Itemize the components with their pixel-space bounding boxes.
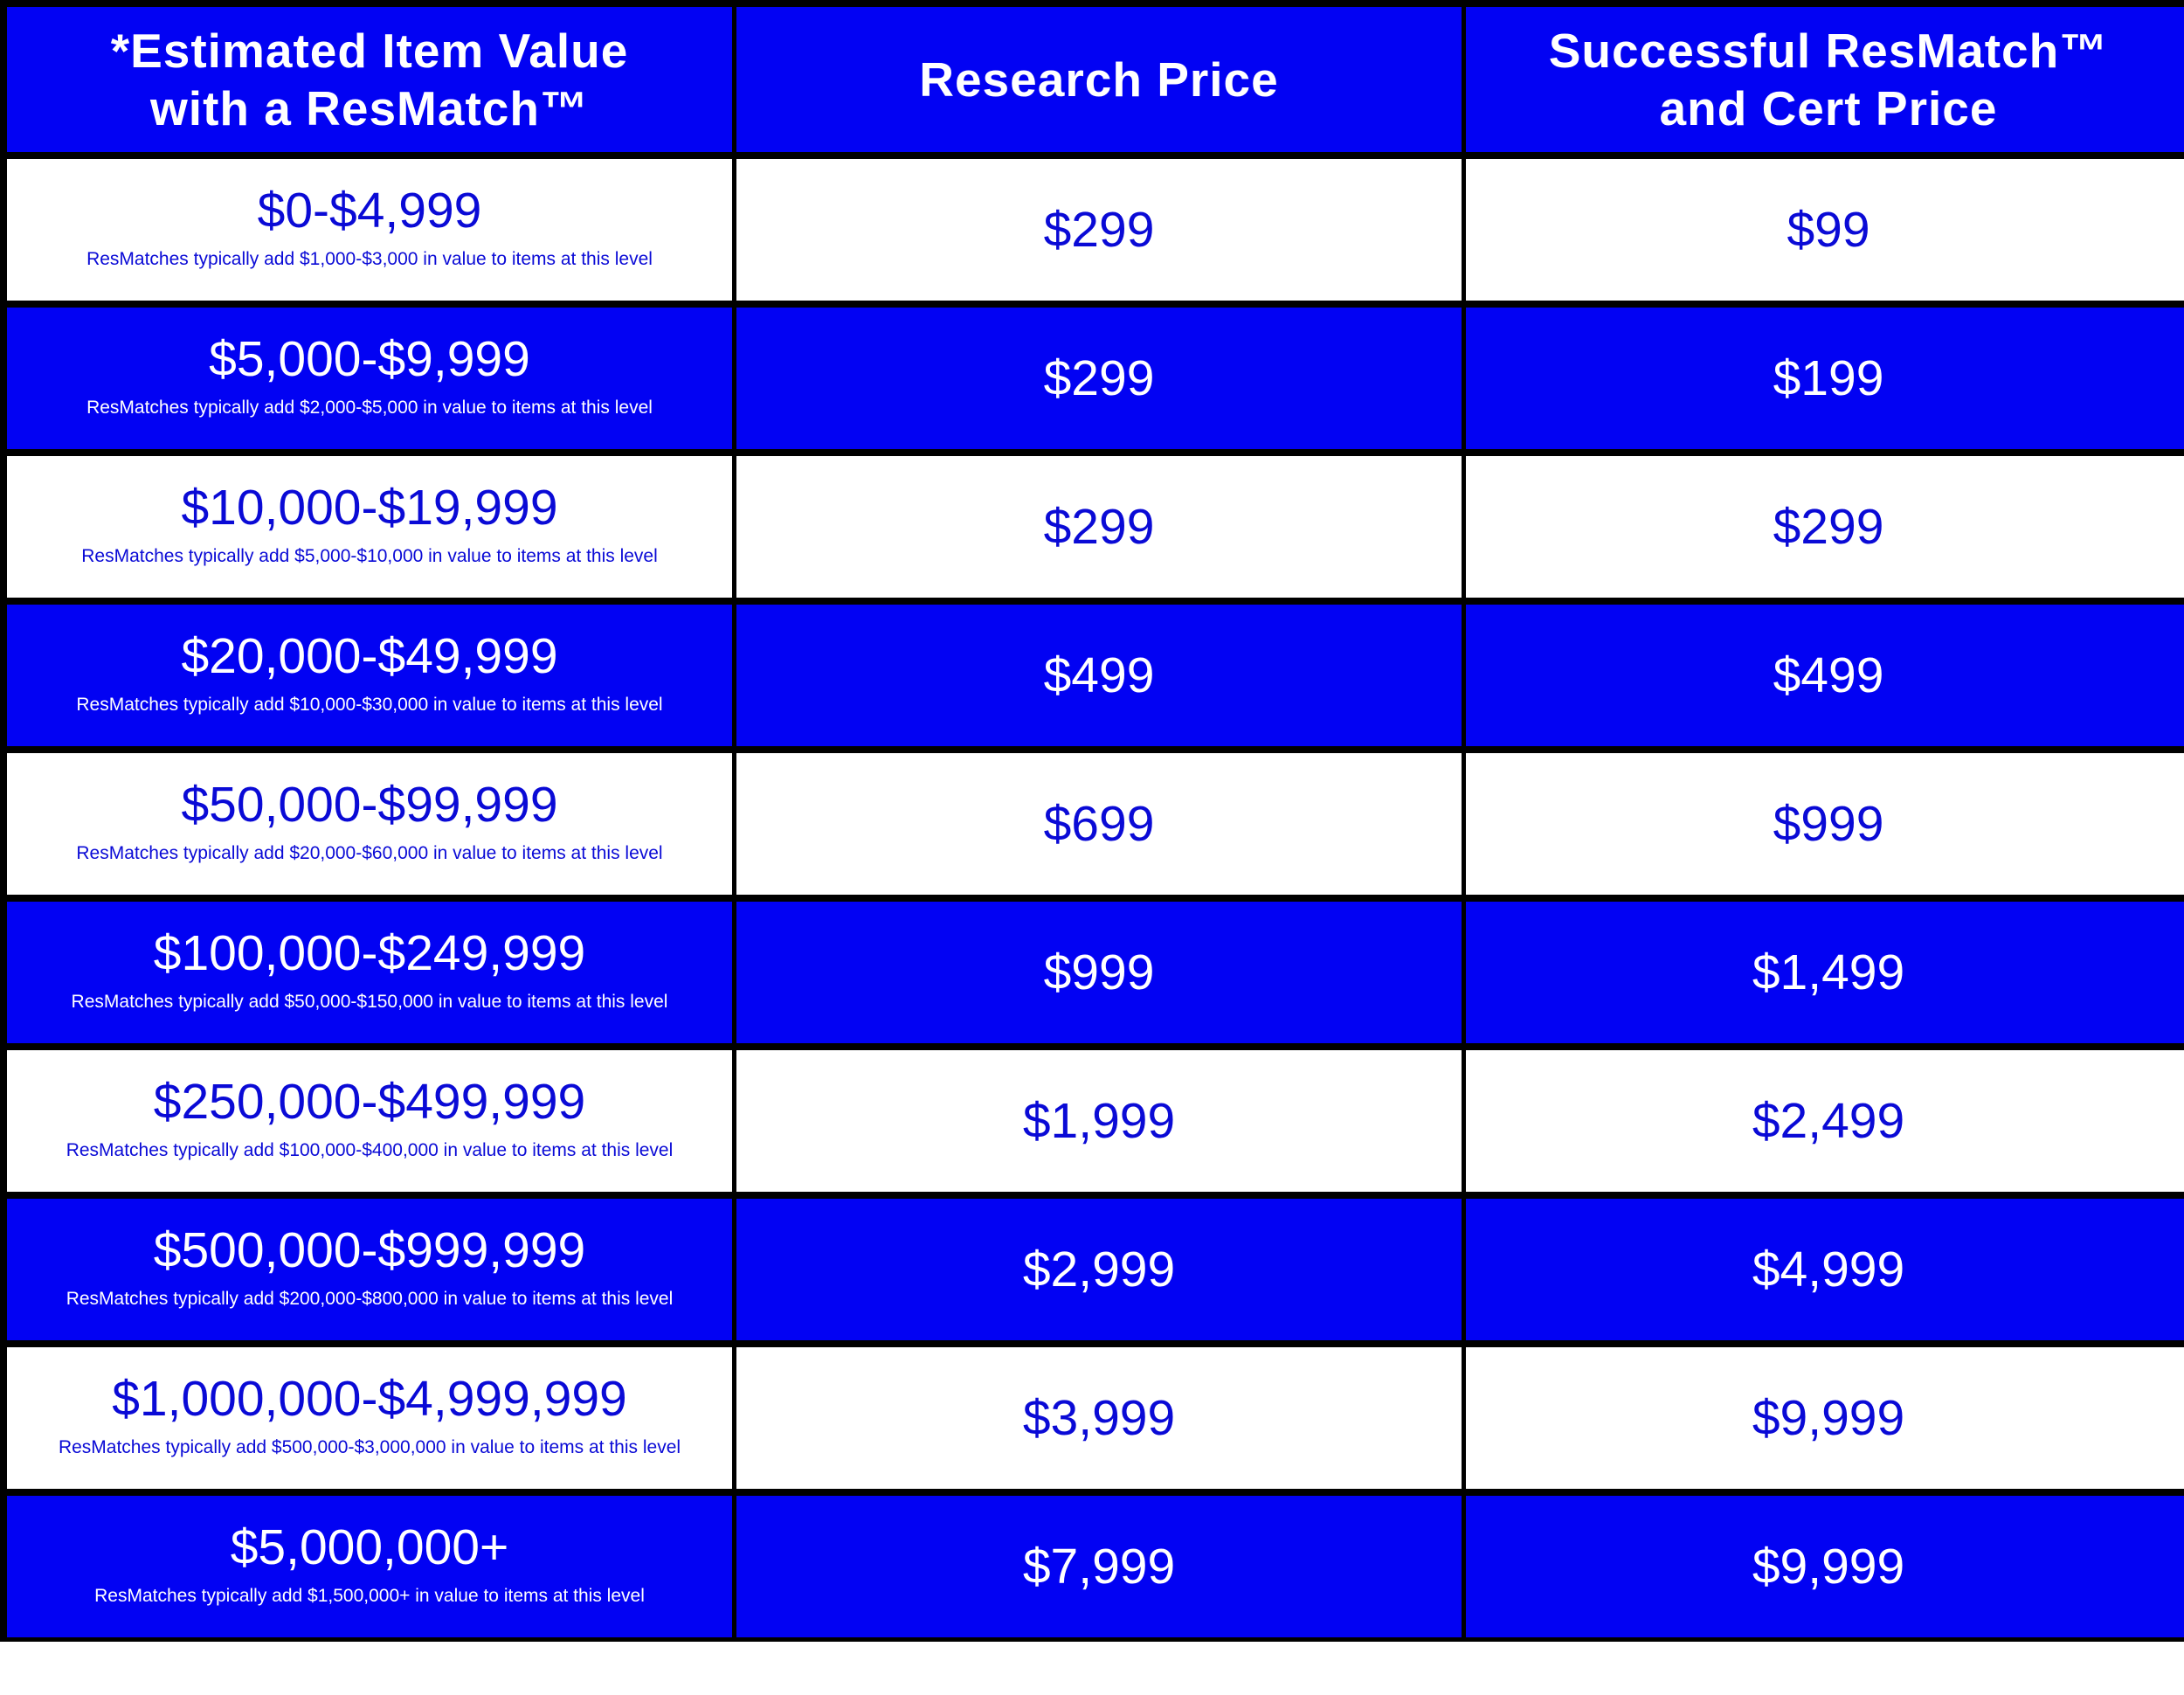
table-row-5-value-cell: $100,000-$249,999 ResMatches typically a… [7,902,732,1043]
value-note: ResMatches typically add $2,000-$5,000 i… [86,398,653,418]
table-row-6-value-cell: $250,000-$499,999 ResMatches typically a… [7,1050,732,1192]
research-price: $499 [1043,647,1155,703]
value-note: ResMatches typically add $100,000-$400,0… [66,1140,674,1160]
cert-price: $299 [1773,499,1884,555]
value-range: $0-$4,999 [257,183,482,239]
pricing-table: *Estimated Item Value with a ResMatch™ R… [0,0,2184,1642]
research-price: $699 [1043,796,1155,852]
value-range: $10,000-$19,999 [181,480,558,536]
cert-price: $9,999 [1752,1390,1905,1446]
table-row-7-cert-cell: $4,999 [1466,1199,2184,1340]
value-note: ResMatches typically add $200,000-$800,0… [66,1289,674,1309]
table-row-7-research-cell: $2,999 [736,1199,1462,1340]
value-note: ResMatches typically add $1,500,000+ in … [94,1586,645,1606]
value-note: ResMatches typically add $500,000-$3,000… [58,1437,681,1457]
table-row-1-cert-cell: $199 [1466,308,2184,449]
research-price: $299 [1043,350,1155,406]
value-note: ResMatches typically add $10,000-$30,000… [76,695,663,715]
table-row-5-cert-cell: $1,499 [1466,902,2184,1043]
research-price: $7,999 [1022,1539,1176,1595]
cert-price: $2,499 [1752,1093,1905,1149]
table-row-6-cert-cell: $2,499 [1466,1050,2184,1192]
value-range: $5,000-$9,999 [209,331,530,387]
table-row-4-cert-cell: $999 [1466,753,2184,895]
cert-price: $9,999 [1752,1539,1905,1595]
header-cert-price-label: Successful ResMatch™ and Cert Price [1548,24,2109,135]
research-price: $299 [1043,499,1155,555]
table-row-0-value-cell: $0-$4,999 ResMatches typically add $1,00… [7,159,732,301]
research-price: $299 [1043,202,1155,258]
table-row-2-value-cell: $10,000-$19,999 ResMatches typically add… [7,456,732,598]
value-range: $50,000-$99,999 [181,777,558,833]
table-row-9-research-cell: $7,999 [736,1496,1462,1637]
cert-price: $199 [1773,350,1884,406]
table-row-5-research-cell: $999 [736,902,1462,1043]
research-price: $2,999 [1022,1242,1176,1297]
value-range: $5,000,000+ [230,1519,509,1575]
table-row-8-cert-cell: $9,999 [1466,1347,2184,1489]
value-range: $20,000-$49,999 [181,628,558,684]
header-cert-price: Successful ResMatch™ and Cert Price [1466,7,2184,152]
table-row-2-cert-cell: $299 [1466,456,2184,598]
table-row-8-value-cell: $1,000,000-$4,999,999 ResMatches typical… [7,1347,732,1489]
table-row-0-research-cell: $299 [736,159,1462,301]
table-row-9-value-cell: $5,000,000+ ResMatches typically add $1,… [7,1496,732,1637]
research-price: $3,999 [1022,1390,1176,1446]
value-range: $250,000-$499,999 [153,1074,586,1130]
header-estimated-item-value: *Estimated Item Value with a ResMatch™ [7,7,732,152]
table-row-4-value-cell: $50,000-$99,999 ResMatches typically add… [7,753,732,895]
table-row-8-research-cell: $3,999 [736,1347,1462,1489]
cert-price: $99 [1787,202,1870,258]
value-range: $1,000,000-$4,999,999 [112,1371,627,1427]
table-row-2-research-cell: $299 [736,456,1462,598]
research-price: $999 [1043,944,1155,1000]
table-row-4-research-cell: $699 [736,753,1462,895]
table-row-6-research-cell: $1,999 [736,1050,1462,1192]
table-row-3-value-cell: $20,000-$49,999 ResMatches typically add… [7,605,732,746]
table-row-9-cert-cell: $9,999 [1466,1496,2184,1637]
table-row-1-research-cell: $299 [736,308,1462,449]
cert-price: $4,999 [1752,1242,1905,1297]
cert-price: $499 [1773,647,1884,703]
value-note: ResMatches typically add $20,000-$60,000… [76,843,663,863]
research-price: $1,999 [1022,1093,1176,1149]
table-row-3-cert-cell: $499 [1466,605,2184,746]
header-estimated-item-value-label: *Estimated Item Value with a ResMatch™ [110,24,629,135]
value-note: ResMatches typically add $1,000-$3,000 i… [86,249,653,269]
table-row-7-value-cell: $500,000-$999,999 ResMatches typically a… [7,1199,732,1340]
cert-price: $999 [1773,796,1884,852]
table-row-1-value-cell: $5,000-$9,999 ResMatches typically add $… [7,308,732,449]
cert-price: $1,499 [1752,944,1905,1000]
header-research-price-label: Research Price [919,52,1279,107]
header-research-price: Research Price [736,7,1462,152]
value-range: $100,000-$249,999 [153,925,586,981]
value-note: ResMatches typically add $50,000-$150,00… [71,992,668,1012]
table-row-0-cert-cell: $99 [1466,159,2184,301]
table-row-3-research-cell: $499 [736,605,1462,746]
value-range: $500,000-$999,999 [153,1222,586,1278]
value-note: ResMatches typically add $5,000-$10,000 … [81,546,658,566]
